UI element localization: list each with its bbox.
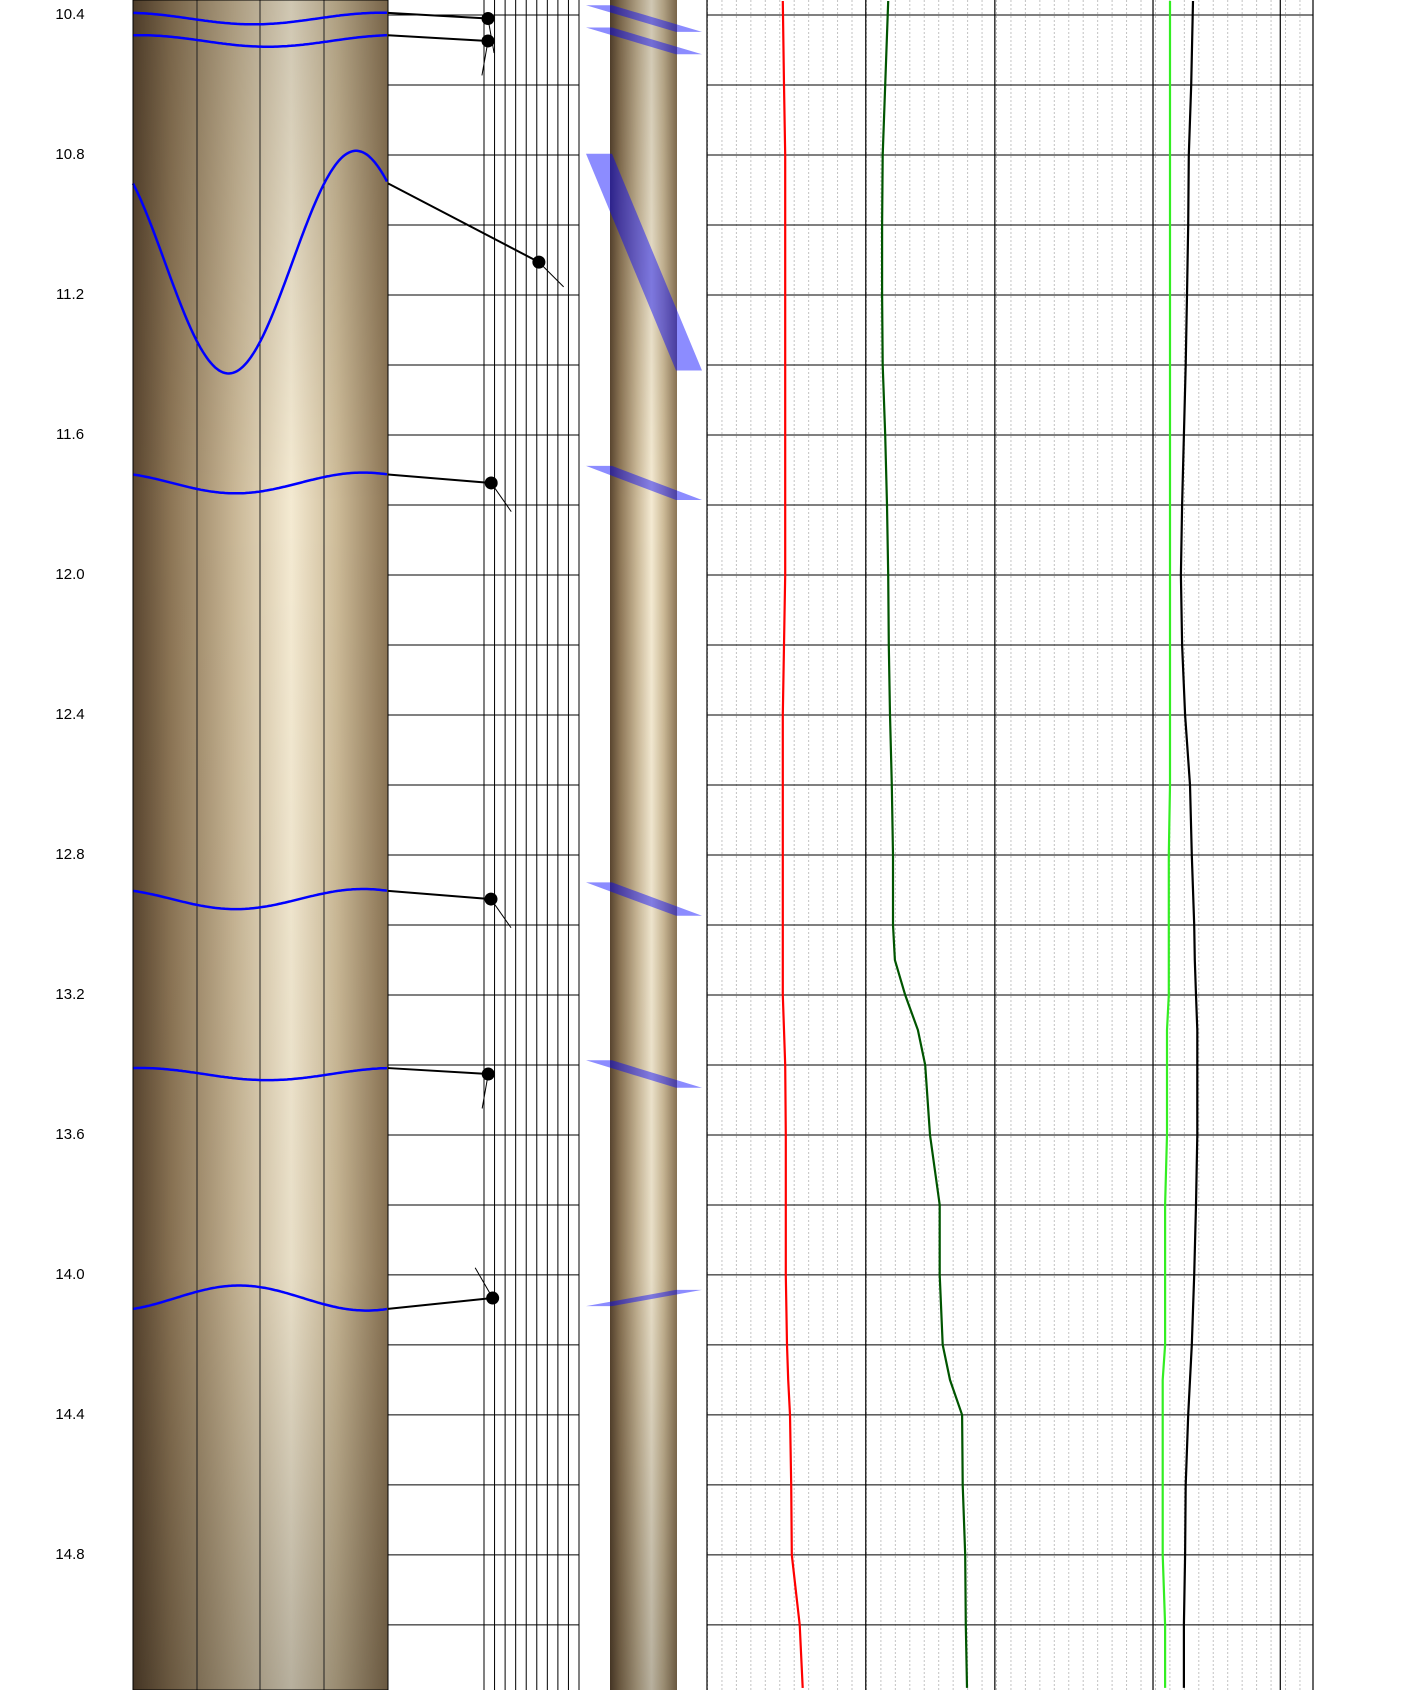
fracture-connector: [387, 473, 492, 484]
y-tick-label: 10.8: [55, 146, 84, 163]
y-tick-label: 10.4: [55, 6, 84, 23]
fracture-sinusoid: [132, 1284, 388, 1312]
tadpole: [484, 892, 498, 906]
y-tick-label: 12.0: [55, 566, 84, 583]
fracture-connector: [387, 11, 489, 20]
fracture-plane: [586, 5, 702, 32]
fracture-plane: [586, 882, 702, 916]
tadpole: [484, 476, 498, 490]
fracture-plane: [586, 1060, 702, 1088]
fracture-plane: [586, 465, 702, 500]
fracture-plane: [586, 1289, 702, 1307]
minor-grid: [707, 0, 1313, 1690]
fracture-sinusoid: [131, 149, 389, 375]
tadpole: [481, 1067, 495, 1081]
fracture-connector: [387, 1067, 489, 1076]
fracture-connector: [387, 889, 492, 901]
fracture-sinusoid: [132, 33, 387, 48]
y-tick-label: 11.6: [56, 426, 84, 443]
fracture-sinusoid: [132, 1066, 388, 1082]
azimuth-lines: [196, 0, 325, 1690]
y-tick-label: 14.0: [55, 1266, 84, 1283]
tadpole: [486, 1291, 500, 1305]
curve-line: [881, 0, 969, 1688]
y-tick-label: 13.2: [55, 986, 84, 1003]
tadpole: [481, 34, 495, 48]
fracture-connector: [387, 1297, 493, 1310]
tadpole: [481, 12, 495, 26]
fracture-sinusoid: [132, 887, 388, 911]
image-border: [132, 0, 389, 1690]
y-tick-label: 14.8: [55, 1546, 84, 1563]
fracture-plane: [586, 153, 702, 371]
y-tick-label: 12.4: [55, 706, 84, 723]
fracture-sinusoid: [133, 11, 387, 26]
borehole-image-small-shade: [610, 0, 677, 1690]
fracture-connector: [387, 182, 540, 264]
curve-line: [781, 0, 804, 1688]
y-tick-label: 14.4: [55, 1406, 84, 1423]
y-tick-label: 12.8: [55, 846, 84, 863]
curve-line: [1179, 0, 1199, 1688]
fracture-sinusoid: [132, 471, 388, 495]
y-tick-label: 13.6: [55, 1126, 84, 1143]
tadpole: [532, 255, 546, 269]
curve-line: [1161, 1, 1172, 1688]
y-tick-label: 11.2: [56, 286, 84, 303]
fracture-connector: [387, 34, 489, 42]
fracture-plane: [586, 27, 702, 55]
